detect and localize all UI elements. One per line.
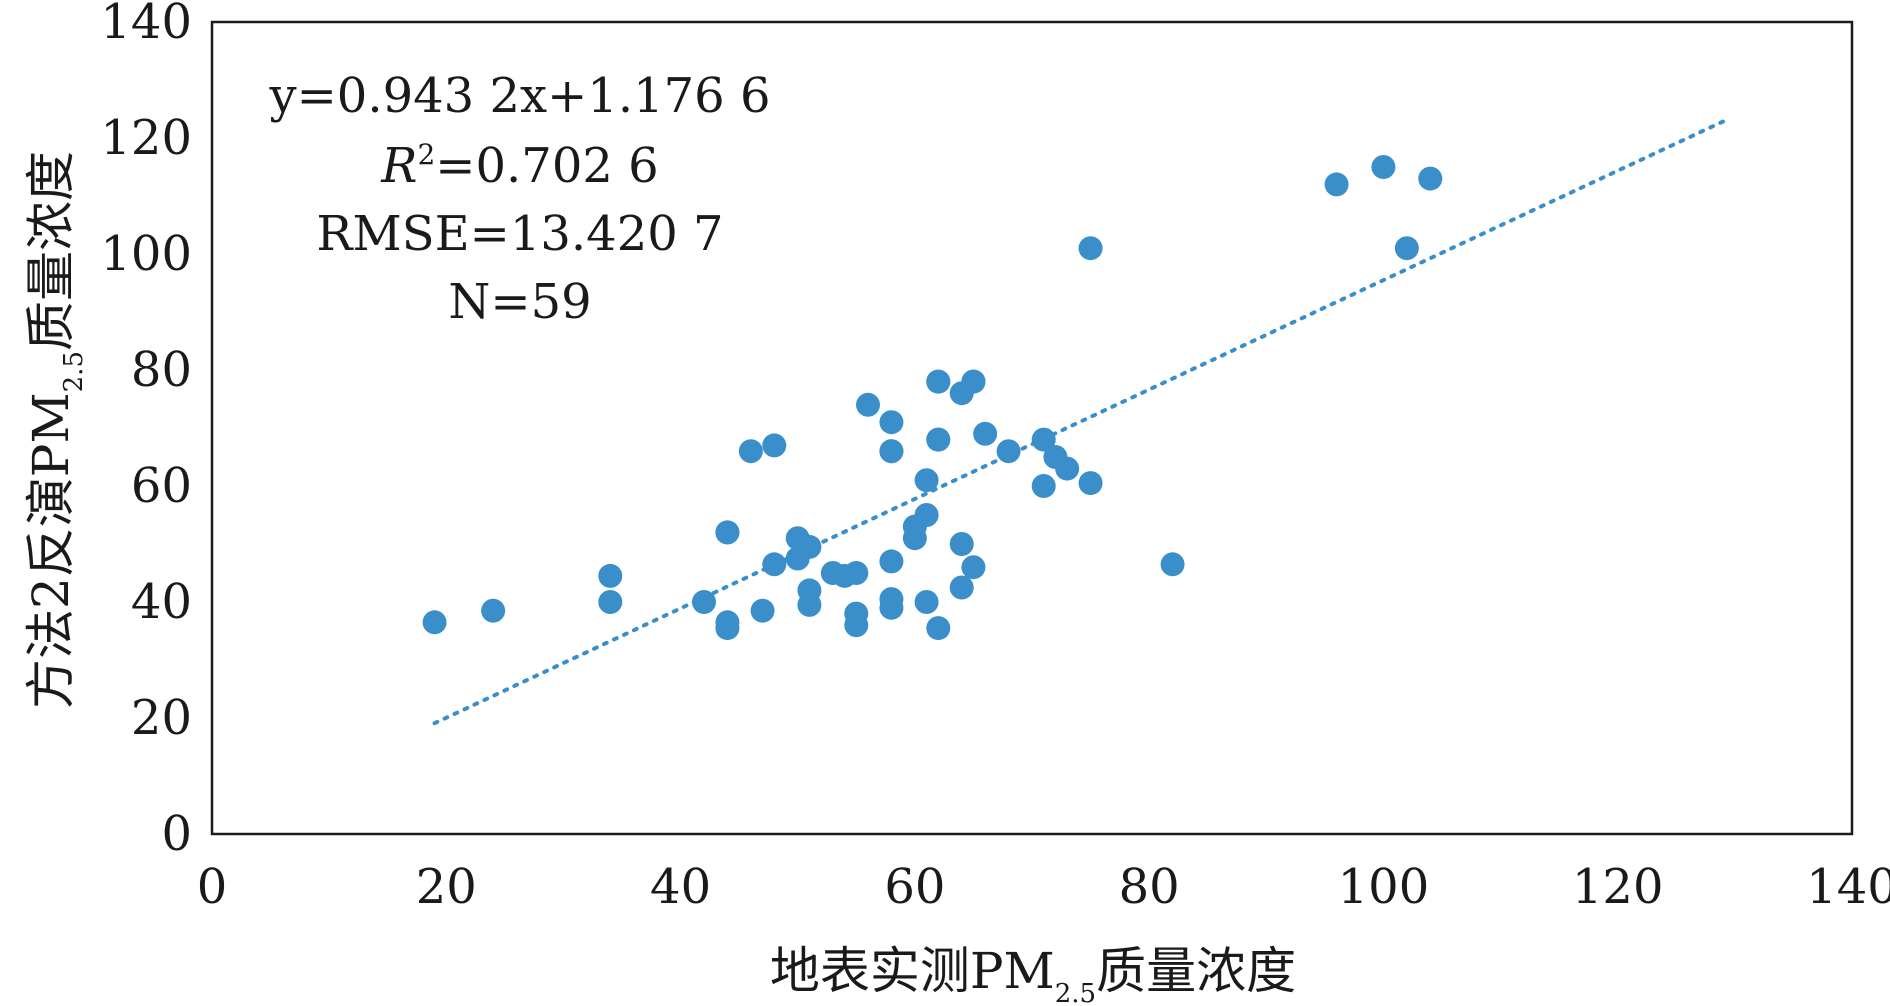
data-point (926, 616, 951, 641)
data-point (844, 613, 869, 638)
x-axis-label: 地表实测PM2.5质量浓度 (770, 942, 1296, 1006)
data-point (1160, 552, 1185, 577)
x-tick-label: 120 (1572, 859, 1664, 915)
x-tick-label: 40 (650, 859, 711, 915)
data-point (844, 561, 869, 585)
data-point (926, 369, 951, 394)
y-tick-label: 140 (100, 0, 192, 50)
data-point (1324, 172, 1349, 197)
y-tick-label: 60 (131, 458, 192, 514)
data-point (797, 534, 822, 559)
y-tick-label: 40 (131, 574, 192, 630)
x-tick-labels: 0 20 40 60 80 100 120 140 (197, 859, 1890, 915)
data-point (598, 590, 623, 614)
y-tick-label: 20 (131, 690, 192, 746)
x-tick-label: 0 (197, 859, 228, 915)
data-point (973, 421, 998, 446)
data-point (1394, 236, 1419, 261)
data-point (598, 563, 623, 588)
data-point (914, 503, 939, 527)
data-point (961, 369, 986, 394)
data-point (692, 590, 716, 614)
x-tick-label: 140 (1806, 859, 1890, 915)
data-point (926, 427, 951, 452)
data-point (961, 555, 986, 580)
data-point (996, 439, 1021, 464)
data-point (879, 439, 904, 464)
data-point (762, 433, 787, 458)
data-point (949, 532, 974, 556)
data-point (1055, 456, 1080, 481)
data-point (949, 575, 974, 600)
data-point (914, 590, 939, 614)
x-tick-label: 80 (1119, 859, 1180, 915)
data-point (1031, 427, 1056, 452)
data-point (738, 439, 763, 464)
equation-label: y=0.943 2x+1.176 6 (268, 68, 770, 124)
y-tick-labels: 0 20 40 60 80 100 120 140 (100, 0, 192, 862)
y-tick-label: 80 (131, 342, 192, 398)
data-point (879, 410, 904, 435)
rmse-label: RMSE=13.420 7 (316, 206, 723, 262)
data-point (422, 610, 447, 635)
data-point (914, 468, 939, 493)
data-point (879, 549, 904, 574)
x-tick-label: 100 (1338, 859, 1430, 915)
x-tick-label: 20 (416, 859, 477, 915)
data-point (715, 610, 740, 635)
x-tick-label: 60 (884, 859, 945, 915)
data-point (856, 392, 880, 417)
data-points (422, 155, 1443, 641)
y-tick-label: 120 (100, 110, 192, 166)
y-tick-label: 100 (100, 226, 192, 282)
y-axis-label: 方法2反演PM2.5质量浓度 (22, 151, 89, 709)
data-point (715, 520, 740, 545)
data-point (1031, 474, 1056, 498)
data-point (762, 552, 787, 577)
data-point (1371, 155, 1396, 179)
r-squared-label: R2=0.702 6 (380, 138, 658, 194)
data-point (797, 592, 822, 617)
data-point (750, 598, 775, 623)
data-point (1418, 166, 1443, 191)
data-point (1078, 236, 1103, 261)
y-tick-label: 0 (161, 806, 192, 862)
data-point (902, 526, 927, 551)
regression-annotation: y=0.943 2x+1.176 6 R2=0.702 6 RMSE=13.42… (268, 68, 770, 330)
data-point (879, 595, 904, 620)
data-point (481, 598, 506, 623)
data-point (1078, 471, 1103, 496)
n-label: N=59 (448, 274, 591, 330)
